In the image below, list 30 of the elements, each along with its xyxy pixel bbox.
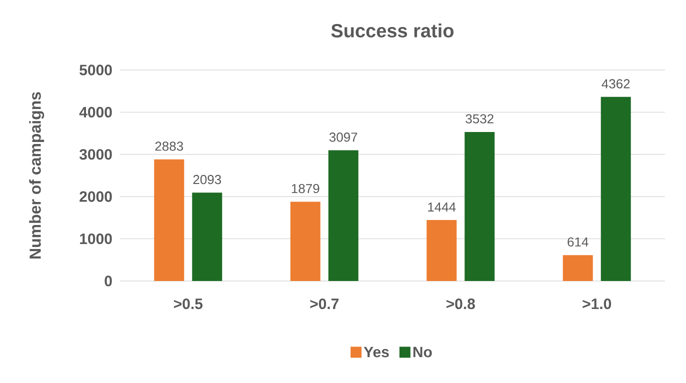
bar [600,96,631,281]
bar [426,220,457,281]
data-label: 614 [568,237,588,247]
data-label: 3532 [466,114,494,124]
bar [192,192,222,281]
legend-label: Yes [364,346,389,358]
y-tick-label: 5000 [80,64,112,76]
bar [328,150,358,281]
data-label: 2093 [193,174,222,184]
bar [562,255,593,281]
data-label: 2883 [155,142,184,151]
chart-title: Success ratio [331,24,454,38]
x-tick-label: >1.0 [582,298,612,310]
bar [154,159,184,281]
y-tick-label: 0 [104,276,112,286]
y-tick-label: 1000 [80,233,112,244]
y-tick-label: 2000 [80,191,112,202]
data-label: 4362 [602,79,630,88]
legend-label: No [413,346,432,358]
x-tick-label: >0.5 [174,298,203,310]
data-label: 1879 [292,184,320,194]
bar [290,202,320,281]
data-label: 3097 [329,132,358,142]
data-label: 1444 [428,202,456,212]
x-tick-label: >0.7 [310,298,339,310]
x-tick-label: >0.8 [446,298,475,310]
y-tick-label: 4000 [79,106,112,118]
y-tick-label: 3000 [79,149,112,160]
y-axis-title: Number of campaigns [29,92,44,258]
bar [464,132,495,281]
